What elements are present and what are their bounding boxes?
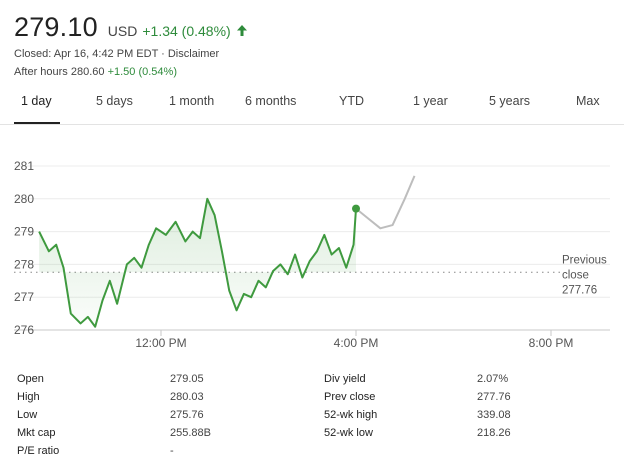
y-tick-label: 276: [14, 323, 34, 337]
price-change: +1.34 (0.48%): [142, 23, 231, 39]
stat-label-low: Low: [17, 409, 38, 421]
price-line-regular-session: [38, 197, 357, 328]
y-tick-label: 278: [14, 257, 34, 271]
tab-5-years[interactable]: 5 years: [489, 94, 530, 108]
closed-info: Closed: Apr 16, 4:42 PM EDT · Disclaimer: [14, 48, 220, 60]
current-price: 279.10: [14, 12, 98, 42]
quote-header: 279.10 USD +1.34 (0.48%) Closed: Apr 16,…: [14, 12, 247, 79]
stat-value-prev-close: 277.76: [477, 391, 511, 403]
stat-value-mkt-cap: 255.88B: [170, 427, 211, 439]
close-price-dot: [352, 204, 360, 213]
y-tick-label: 279: [14, 225, 34, 239]
tab-max[interactable]: Max: [576, 94, 600, 108]
stat-value-pe-ratio: -: [170, 445, 174, 457]
stat-label-high: High: [17, 391, 40, 403]
y-tick-label: 277: [14, 290, 34, 304]
stat-label-52wk-high: 52-wk high: [324, 409, 378, 421]
stat-label-open: Open: [17, 373, 44, 385]
arrow-up-icon: [236, 25, 247, 39]
range-tabs: 1 day 5 days 1 month 6 months YTD 1 year…: [0, 90, 624, 125]
stat-value-52wk-high: 339.08: [477, 409, 511, 421]
tab-1-year[interactable]: 1 year: [413, 94, 448, 108]
stat-value-div-yield: 2.07%: [477, 373, 509, 385]
previous-close-label: 277.76: [562, 284, 597, 296]
stat-label-prev-close: Prev close: [324, 391, 376, 403]
y-tick-label: 281: [14, 159, 34, 173]
x-tick-label: 12:00 PM: [135, 336, 186, 350]
tab-5-days[interactable]: 5 days: [96, 94, 133, 108]
tab-1-day[interactable]: 1 day: [21, 94, 52, 108]
price-row: 279.10 USD +1.34 (0.48%): [14, 12, 247, 43]
y-tick-label: 280: [14, 192, 34, 206]
tab-1-month[interactable]: 1 month: [169, 94, 215, 108]
stat-label-pe-ratio: P/E ratio: [17, 445, 60, 457]
after-hours-info: After hours 280.60 +1.50 (0.54%): [14, 65, 247, 79]
active-tab-indicator: [14, 122, 60, 124]
currency-label: USD: [107, 23, 138, 39]
previous-close-label: Previous: [562, 254, 607, 266]
stat-label-mkt-cap: Mkt cap: [17, 427, 56, 439]
tab-ytd[interactable]: YTD: [339, 94, 364, 108]
x-tick-label: 8:00 PM: [529, 336, 574, 350]
price-line-after-hours: [355, 175, 416, 230]
stat-value-low: 275.76: [170, 409, 204, 421]
price-chart[interactable]: 276 277 278 279 280 281 12:00 PM 4:00 PM 8:00 PM…: [0, 150, 624, 360]
x-tick-label: 4:00 PM: [334, 336, 379, 350]
stat-value-high: 280.03: [170, 391, 204, 403]
stat-label-52wk-low: 52-wk low: [324, 427, 373, 439]
stat-value-52wk-low: 218.26: [477, 427, 511, 439]
stat-label-div-yield: Div yield: [324, 373, 366, 385]
after-hours-change: +1.50 (0.54%): [107, 66, 177, 78]
stat-value-open: 279.05: [170, 373, 204, 385]
after-hours-price: After hours 280.60: [14, 66, 105, 78]
previous-close-label: close: [562, 269, 589, 281]
tab-6-months[interactable]: 6 months: [245, 94, 297, 108]
